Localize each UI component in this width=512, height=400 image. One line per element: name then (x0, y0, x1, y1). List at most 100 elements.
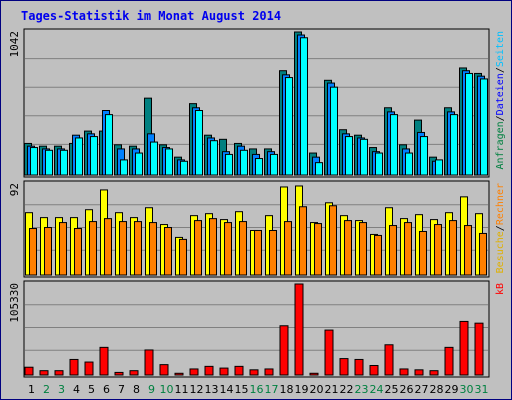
requests-panel-border (23, 28, 490, 178)
visits-bar-rechner-day-2 (44, 227, 52, 276)
kbytes-bar-kb-day-15 (234, 365, 244, 376)
kbytes-bar-kb-day-16 (249, 369, 259, 376)
kbytes-bar-kb-day-2 (39, 370, 49, 376)
x-tick-label-day-31: 31 (475, 383, 489, 396)
x-tick-label-day-17: 17 (265, 383, 279, 396)
requests-bar-seiten-day-10 (165, 148, 173, 176)
requests-bar-seiten-day-16 (255, 158, 263, 176)
kbytes-bar-kb-day-24 (369, 364, 379, 376)
requests-bar-seiten-day-14 (225, 153, 233, 176)
x-tick-label-day-25: 25 (385, 383, 399, 396)
visits-bar-rechner-day-30 (464, 225, 472, 276)
visits-bar-rechner-day-11 (179, 238, 187, 276)
visits-bar-rechner-day-23 (359, 222, 367, 276)
requests-bar-seiten-day-26 (405, 152, 413, 176)
x-tick-label-day-28: 28 (430, 383, 444, 396)
visits-bar-rechner-day-5 (89, 221, 97, 276)
x-tick-label-day-30: 30 (460, 383, 474, 396)
visits-bar-rechner-day-24 (374, 234, 382, 276)
x-tick-label-day-13: 13 (205, 383, 219, 396)
requests-ymax-label: 1042 (8, 31, 21, 58)
visits-bar-rechner-day-17 (269, 229, 277, 276)
requests-bar-seiten-day-27 (420, 136, 428, 176)
kbytes-bar-kb-day-21 (324, 329, 334, 376)
visits-bar-rechner-day-22 (344, 220, 352, 276)
legend-entry: Seiten (495, 31, 506, 67)
requests-bar-seiten-day-31 (480, 78, 488, 176)
kbytes-bar-kb-day-6 (99, 346, 109, 376)
kbytes-ymax-label: 105330 (8, 283, 21, 323)
x-tick-label-day-27: 27 (415, 383, 429, 396)
visits-bar-rechner-day-1 (29, 228, 37, 276)
requests-bar-seiten-day-3 (60, 149, 68, 176)
visits-bar-rechner-day-14 (224, 222, 232, 276)
x-tick-label-day-6: 6 (103, 383, 110, 396)
requests-bar-seiten-day-12 (195, 109, 203, 176)
visits-bar-rechner-day-10 (164, 227, 172, 276)
visits-bar-rechner-day-12 (194, 220, 202, 276)
kbytes-bar-kb-day-5 (84, 361, 94, 376)
kbytes-bar-kb-day-4 (69, 358, 79, 376)
visits-bar-rechner-day-19 (299, 206, 307, 276)
requests-bar-seiten-day-2 (45, 149, 53, 176)
kbytes-bar-kb-day-27 (414, 369, 424, 376)
legend-entry: / (495, 115, 506, 121)
kbytes-bar-kb-day-23 (354, 358, 364, 376)
visits-ymax-label: 92 (8, 183, 21, 196)
kbytes-bar-kb-day-19 (294, 283, 304, 376)
x-tick-label-day-19: 19 (295, 383, 309, 396)
requests-bar-seiten-day-1 (30, 147, 38, 176)
legend-entry: / (495, 67, 506, 73)
requests-bar-seiten-day-29 (450, 114, 458, 176)
x-tick-label-day-18: 18 (280, 383, 294, 396)
requests-bar-seiten-day-11 (180, 160, 188, 176)
kbytes-bar-kb-day-30 (459, 320, 469, 376)
x-tick-label-day-1: 1 (28, 383, 35, 396)
kbytes-bar-kb-day-7 (114, 371, 124, 376)
kbytes-bar-kb-day-11 (174, 372, 184, 376)
visits-bar-rechner-day-27 (419, 230, 427, 276)
x-tick-label-day-12: 12 (190, 383, 204, 396)
x-tick-label-day-7: 7 (118, 383, 125, 396)
kbytes-bar-kb-day-14 (219, 367, 229, 376)
legend-entry: Rechner (495, 183, 506, 225)
chart-title: Tages-Statistik im Monat August 2014 (21, 9, 282, 23)
x-tick-label-day-5: 5 (88, 383, 95, 396)
visits-bar-rechner-day-8 (134, 221, 142, 276)
kbytes-bar-kb-day-1 (24, 366, 34, 376)
x-tick-label-day-24: 24 (370, 383, 384, 396)
visits-bar-rechner-day-3 (59, 222, 67, 276)
visits-bar-rechner-day-9 (149, 222, 157, 276)
visits-bar-rechner-day-21 (329, 205, 337, 276)
legend-entry: / (495, 225, 506, 231)
kbytes-bar-kb-day-31 (474, 322, 484, 376)
kbytes-bar-kb-day-9 (144, 349, 154, 376)
requests-bar-seiten-day-30 (465, 72, 473, 176)
legend-entry: Dateien (495, 73, 506, 115)
requests-bar-seiten-day-18 (285, 77, 293, 176)
kbytes-bar-kb-day-3 (54, 370, 64, 376)
requests-bar-seiten-day-21 (330, 86, 338, 176)
kbytes-bar-kb-day-22 (339, 358, 349, 376)
x-tick-label-day-16: 16 (250, 383, 264, 396)
kbytes-bar-kb-day-28 (429, 370, 439, 376)
requests-bar-seiten-day-9 (150, 141, 158, 176)
visits-bar-rechner-day-18 (284, 221, 292, 276)
kbytes-bar-kb-day-13 (204, 365, 214, 376)
visits-bar-rechner-day-4 (74, 228, 82, 276)
requests-bar-seiten-day-4 (75, 137, 83, 176)
legend-entry: Anfragen (495, 121, 506, 169)
x-tick-label-day-15: 15 (235, 383, 249, 396)
visits-bar-rechner-day-15 (239, 221, 247, 276)
x-tick-label-day-9: 9 (148, 383, 155, 396)
kbytes-bar-kb-day-25 (384, 344, 394, 376)
kbytes-bar-kb-day-12 (189, 368, 199, 376)
requests-bar-seiten-day-7 (120, 159, 128, 176)
x-tick-label-day-29: 29 (445, 383, 459, 396)
requests-bar-seiten-day-22 (345, 136, 353, 176)
requests-bar-seiten-day-5 (90, 136, 98, 176)
kbytes-bar-kb-day-26 (399, 368, 409, 376)
requests-bar-seiten-day-6 (105, 114, 113, 176)
